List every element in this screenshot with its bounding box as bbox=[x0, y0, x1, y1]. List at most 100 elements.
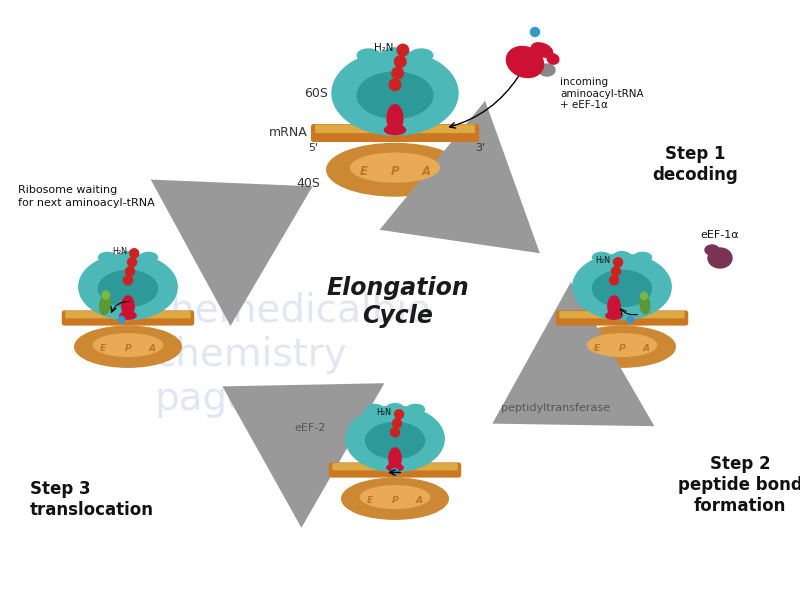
Ellipse shape bbox=[127, 258, 137, 267]
FancyBboxPatch shape bbox=[316, 125, 324, 133]
FancyBboxPatch shape bbox=[367, 464, 374, 469]
FancyBboxPatch shape bbox=[360, 125, 368, 133]
FancyBboxPatch shape bbox=[121, 312, 128, 318]
Ellipse shape bbox=[387, 105, 403, 132]
FancyBboxPatch shape bbox=[602, 312, 608, 318]
Text: 3': 3' bbox=[475, 143, 485, 153]
Text: Ribosome waiting
for next aminoacyl-tRNA: Ribosome waiting for next aminoacyl-tRNA bbox=[18, 185, 154, 208]
FancyBboxPatch shape bbox=[386, 125, 394, 133]
Text: A: A bbox=[416, 496, 423, 505]
Ellipse shape bbox=[530, 27, 539, 37]
FancyBboxPatch shape bbox=[443, 464, 450, 469]
FancyBboxPatch shape bbox=[560, 312, 566, 318]
FancyBboxPatch shape bbox=[567, 312, 574, 318]
Text: A: A bbox=[422, 165, 431, 178]
Ellipse shape bbox=[614, 258, 622, 267]
Text: H₂N: H₂N bbox=[112, 247, 126, 256]
Text: P: P bbox=[125, 344, 131, 353]
FancyBboxPatch shape bbox=[622, 312, 629, 318]
FancyBboxPatch shape bbox=[342, 125, 350, 133]
Ellipse shape bbox=[705, 245, 719, 255]
Text: P: P bbox=[392, 496, 398, 505]
Text: 40S: 40S bbox=[296, 177, 320, 190]
FancyBboxPatch shape bbox=[80, 312, 86, 318]
Text: H₂N: H₂N bbox=[596, 256, 610, 265]
Ellipse shape bbox=[390, 428, 399, 437]
Text: A: A bbox=[149, 344, 156, 353]
FancyBboxPatch shape bbox=[615, 312, 622, 318]
FancyBboxPatch shape bbox=[382, 464, 388, 469]
Text: E: E bbox=[100, 344, 106, 353]
Text: H₂N: H₂N bbox=[377, 408, 392, 417]
Ellipse shape bbox=[708, 248, 732, 268]
Ellipse shape bbox=[119, 252, 137, 263]
Ellipse shape bbox=[79, 254, 178, 320]
Text: P: P bbox=[618, 344, 626, 353]
FancyBboxPatch shape bbox=[594, 312, 602, 318]
Ellipse shape bbox=[386, 404, 404, 415]
FancyBboxPatch shape bbox=[73, 312, 80, 318]
FancyBboxPatch shape bbox=[340, 464, 346, 469]
FancyBboxPatch shape bbox=[374, 464, 381, 469]
FancyBboxPatch shape bbox=[642, 312, 650, 318]
FancyBboxPatch shape bbox=[650, 312, 657, 318]
FancyBboxPatch shape bbox=[142, 312, 149, 318]
FancyBboxPatch shape bbox=[450, 464, 457, 469]
Ellipse shape bbox=[641, 292, 647, 300]
Text: E: E bbox=[359, 165, 367, 178]
Text: mRNA: mRNA bbox=[270, 127, 308, 140]
Ellipse shape bbox=[383, 48, 406, 63]
Ellipse shape bbox=[506, 47, 543, 78]
Text: 60S: 60S bbox=[304, 86, 328, 99]
Ellipse shape bbox=[587, 334, 657, 356]
FancyBboxPatch shape bbox=[678, 312, 684, 318]
FancyBboxPatch shape bbox=[66, 312, 73, 318]
Text: peptidyltransferase: peptidyltransferase bbox=[501, 403, 610, 413]
Ellipse shape bbox=[385, 125, 406, 134]
FancyBboxPatch shape bbox=[422, 464, 430, 469]
Text: 5': 5' bbox=[308, 143, 318, 153]
FancyBboxPatch shape bbox=[378, 125, 386, 133]
Ellipse shape bbox=[130, 249, 138, 258]
Ellipse shape bbox=[102, 291, 110, 299]
FancyBboxPatch shape bbox=[404, 125, 413, 133]
Ellipse shape bbox=[393, 419, 402, 428]
Ellipse shape bbox=[326, 143, 463, 196]
FancyBboxPatch shape bbox=[107, 312, 114, 318]
FancyBboxPatch shape bbox=[663, 312, 670, 318]
FancyBboxPatch shape bbox=[629, 312, 636, 318]
Ellipse shape bbox=[610, 276, 618, 285]
FancyBboxPatch shape bbox=[409, 464, 416, 469]
FancyBboxPatch shape bbox=[62, 311, 194, 325]
Ellipse shape bbox=[126, 267, 134, 276]
Ellipse shape bbox=[357, 72, 433, 118]
FancyBboxPatch shape bbox=[346, 464, 354, 469]
Ellipse shape bbox=[593, 252, 610, 262]
FancyBboxPatch shape bbox=[657, 312, 663, 318]
FancyBboxPatch shape bbox=[574, 312, 581, 318]
FancyBboxPatch shape bbox=[581, 312, 587, 318]
Ellipse shape bbox=[390, 79, 401, 91]
Ellipse shape bbox=[98, 252, 117, 262]
FancyBboxPatch shape bbox=[457, 125, 466, 133]
FancyBboxPatch shape bbox=[395, 464, 402, 469]
FancyBboxPatch shape bbox=[430, 464, 436, 469]
FancyBboxPatch shape bbox=[156, 312, 162, 318]
Ellipse shape bbox=[120, 312, 136, 319]
Text: H₂N: H₂N bbox=[374, 43, 394, 53]
FancyBboxPatch shape bbox=[369, 125, 377, 133]
Ellipse shape bbox=[608, 296, 620, 317]
Ellipse shape bbox=[118, 316, 125, 323]
FancyBboxPatch shape bbox=[608, 312, 615, 318]
Ellipse shape bbox=[332, 51, 458, 135]
FancyBboxPatch shape bbox=[402, 464, 409, 469]
Ellipse shape bbox=[531, 43, 553, 57]
Ellipse shape bbox=[346, 406, 444, 472]
Ellipse shape bbox=[392, 468, 398, 475]
FancyBboxPatch shape bbox=[670, 312, 677, 318]
Ellipse shape bbox=[99, 295, 110, 315]
FancyBboxPatch shape bbox=[176, 312, 183, 318]
Ellipse shape bbox=[627, 316, 634, 323]
Ellipse shape bbox=[387, 464, 403, 471]
Ellipse shape bbox=[547, 54, 559, 64]
